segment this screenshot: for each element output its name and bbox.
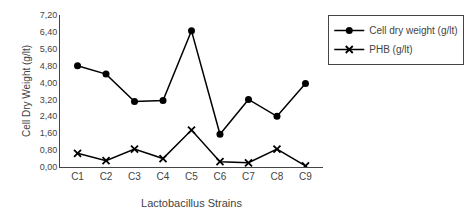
- svg-text:Cell dry weight (g/lt): Cell dry weight (g/lt): [369, 25, 457, 36]
- svg-text:Cell Dry Weight (g/lt): Cell Dry Weight (g/lt): [21, 45, 32, 137]
- svg-text:2,40: 2,40: [40, 111, 58, 121]
- svg-text:4,00: 4,00: [40, 78, 58, 88]
- svg-text:4,80: 4,80: [40, 61, 58, 71]
- svg-text:1,60: 1,60: [40, 128, 58, 138]
- svg-text:C4: C4: [157, 171, 170, 182]
- svg-text:C6: C6: [214, 171, 227, 182]
- svg-text:C9: C9: [299, 171, 312, 182]
- svg-text:C2: C2: [100, 171, 113, 182]
- svg-text:3,20: 3,20: [40, 95, 58, 105]
- svg-text:C8: C8: [271, 171, 284, 182]
- svg-text:C1: C1: [71, 171, 84, 182]
- svg-text:C7: C7: [242, 171, 255, 182]
- svg-text:0,80: 0,80: [40, 145, 58, 155]
- svg-text:C5: C5: [185, 171, 198, 182]
- svg-text:5,60: 5,60: [40, 44, 58, 54]
- svg-text:6,40: 6,40: [40, 27, 58, 37]
- svg-text:PHB (g/lt): PHB (g/lt): [369, 44, 412, 55]
- svg-text:0,00: 0,00: [40, 162, 58, 172]
- svg-text:7,20: 7,20: [40, 10, 58, 20]
- svg-text:Lactobacillus Strains: Lactobacillus Strains: [141, 197, 242, 209]
- svg-text:C3: C3: [128, 171, 141, 182]
